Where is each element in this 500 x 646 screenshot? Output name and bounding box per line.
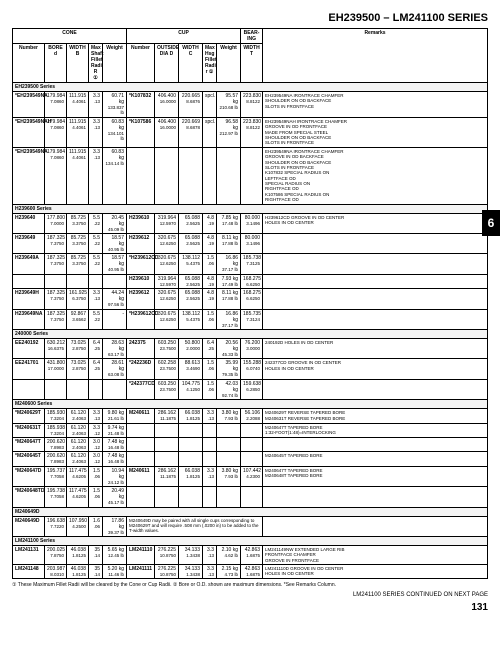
- hdr-weight2: Weight: [217, 44, 241, 83]
- section-header: M240649D: [13, 507, 488, 516]
- table-row: LM241131200.0257.875046.0381.812535.145.…: [13, 545, 488, 564]
- table-row: H239610319.96412.597065.0882.56254.8.197…: [13, 274, 488, 288]
- section-header: EH239500 Series: [13, 83, 488, 92]
- table-row: H239649A187.3257.375085.7253.37505.5.221…: [13, 254, 488, 274]
- table-row: H239649187.3257.375085.7253.37505.5.2218…: [13, 234, 488, 254]
- table-row: M240649D196.6387.7220107.9504.25001.6.06…: [13, 516, 488, 536]
- page-number: 131: [471, 602, 488, 613]
- table-row: *EH239549NAH179.9847.0860111.9154.40613.…: [13, 117, 488, 147]
- table-row: *EH239549NA179.9847.0860111.9154.40613.3…: [13, 147, 488, 204]
- hdr-cup: CUP: [127, 29, 241, 44]
- hdr-od: OUTSIDE DIA D: [155, 44, 179, 83]
- hdr-bore: BORE d: [45, 44, 67, 83]
- hdr-widthC: WIDTH C: [179, 44, 203, 83]
- table-row: H239649NA187.3257.375092.8673.65625.5.22…: [13, 309, 488, 329]
- section-header: 240000 Series: [13, 329, 488, 338]
- table-row: *M240629T185.9307.320461.1202.40633.3.13…: [13, 409, 488, 423]
- bearing-table: CONE CUP BEAR- ING Remarks Number BORE d…: [12, 28, 488, 579]
- table-row: *M240648TD195.7387.7058117.4754.62051.5.…: [13, 487, 488, 507]
- hdr-cone: CONE: [13, 29, 127, 44]
- hdr-maxshaft: Max Shaft Fillet Radi R ①: [89, 44, 103, 83]
- table-row: EE240192630.21216.637573.0252.87506.4.25…: [13, 338, 488, 358]
- table-row: H239640177.8007.000085.7253.37505.5.2220…: [13, 213, 488, 233]
- table-row: *M240647D195.7377.7058117.4754.62051.5.0…: [13, 466, 488, 486]
- hdr-widthT: WIDTH T: [241, 44, 263, 83]
- series-title: EH239500 – LM241100 SERIES: [12, 12, 488, 24]
- table-row: *M240645T200.6207.898361.1202.40633.0.12…: [13, 452, 488, 466]
- table-row: EE241701431.80017.000073.0252.87506.4.25…: [13, 359, 488, 379]
- hdr-maxhsg: Max Hsg Fillet Radi r ①: [203, 44, 217, 83]
- table-row: H239649H187.3257.3750161.9256.37503.3.13…: [13, 289, 488, 309]
- hdr-number2: Number: [127, 44, 155, 83]
- table-row: *M240631T185.9387.320461.1202.40633.3.12…: [13, 423, 488, 437]
- table-row: *EH239549NA179.9847.0860111.9154.40613.3…: [13, 92, 488, 118]
- table-row: *M240647T200.6207.898361.1202.40633.0.12…: [13, 437, 488, 451]
- section-header: M240600 Series: [13, 400, 488, 409]
- footnote: ① These Maximum Fillet Radii will be cle…: [12, 582, 488, 588]
- table-row: *242377CD603.25023.7500104.7754.12501.5.…: [13, 379, 488, 399]
- section-header: LM241100 Series: [13, 536, 488, 545]
- hdr-number: Number: [13, 44, 45, 83]
- hdr-remarks: Remarks: [263, 29, 488, 83]
- continued-note: LM241100 SERIES CONTINUED ON NEXT PAGE: [353, 592, 488, 598]
- section-header: H239600 Series: [13, 204, 488, 213]
- hdr-widthB: WIDTH B: [67, 44, 89, 83]
- hdr-bearing: BEAR- ING: [241, 29, 263, 44]
- table-row: LM241148203.9878.031046.0381.812535.145.…: [13, 565, 488, 579]
- side-tab: 6: [482, 210, 500, 236]
- hdr-weight1: Weight: [103, 44, 127, 83]
